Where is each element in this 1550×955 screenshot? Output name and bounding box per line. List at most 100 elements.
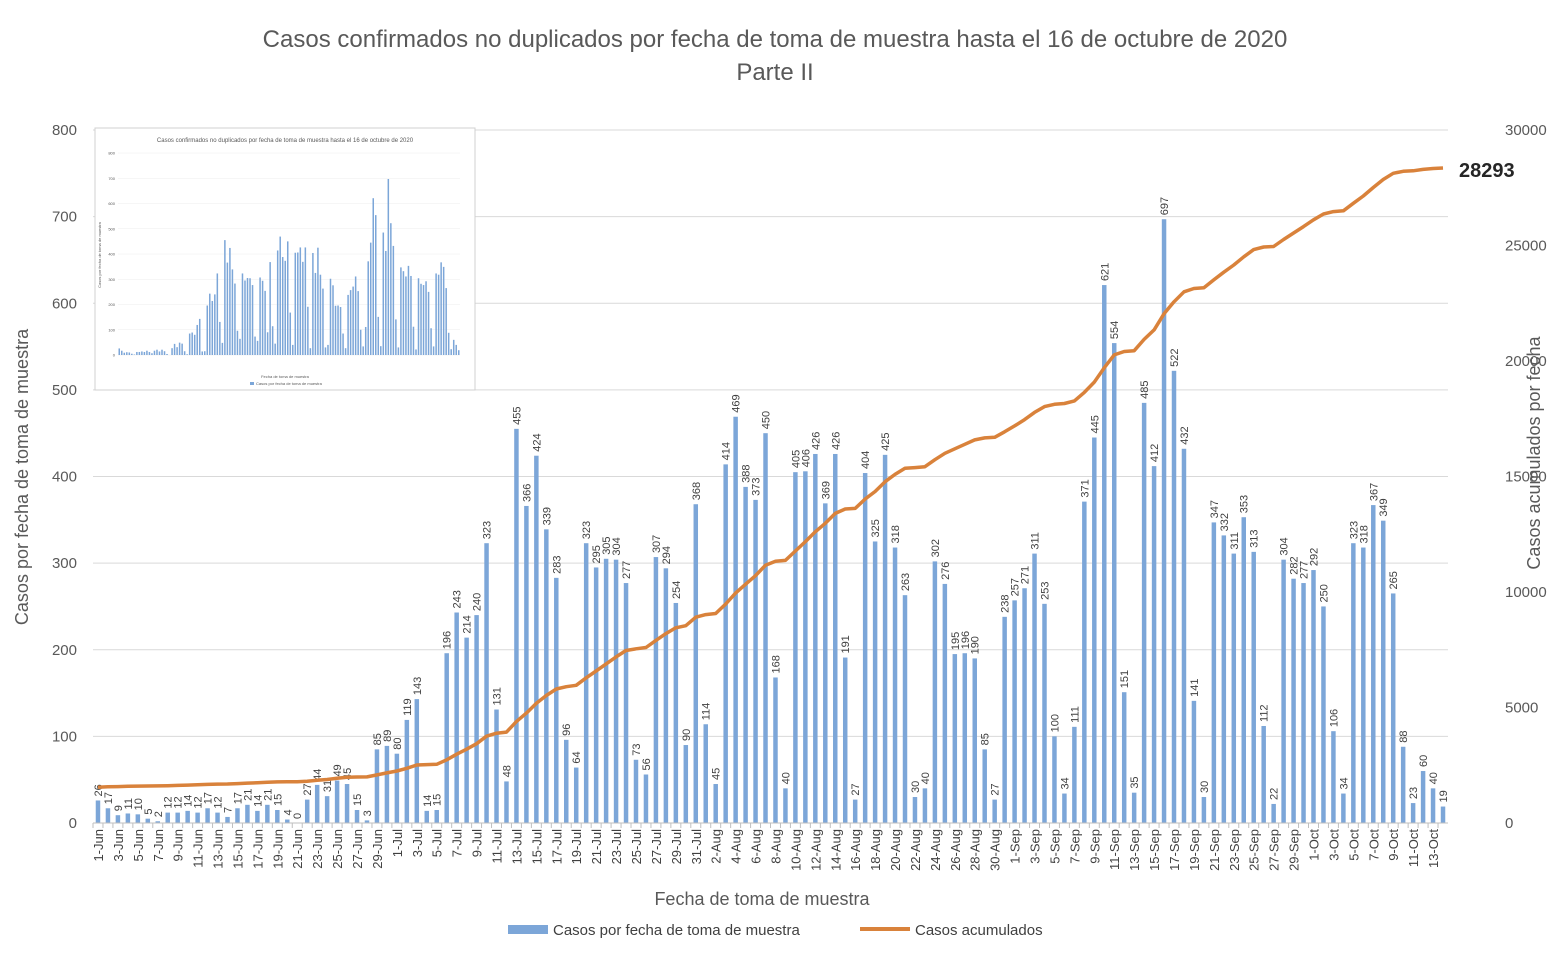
bar xyxy=(1351,543,1356,823)
bar xyxy=(414,699,420,823)
bar-data-label: 168 xyxy=(770,655,782,673)
bar xyxy=(1410,803,1416,823)
inset-bar xyxy=(231,269,234,355)
bar xyxy=(1241,517,1246,823)
x-tick-label: 21-Sep xyxy=(1207,829,1222,871)
inset-bar xyxy=(143,351,146,355)
x-tick-label: 11-Jul xyxy=(490,829,505,864)
bar-data-label: 469 xyxy=(731,394,743,412)
y-tick-label: 100 xyxy=(52,728,77,745)
bar-data-label: 14 xyxy=(422,795,434,807)
x-tick-label: 19-Jun xyxy=(270,829,285,869)
bar xyxy=(1311,570,1316,823)
inset-y-tick-label: 100 xyxy=(108,327,115,332)
y2-tick-label: 30000 xyxy=(1505,122,1547,139)
bar xyxy=(374,749,380,823)
inset-bar xyxy=(450,349,452,355)
inset-y-tick-label: 700 xyxy=(108,176,115,181)
bar-data-label: 21 xyxy=(262,789,274,801)
inset-bar xyxy=(221,342,224,355)
bar-data-label: 445 xyxy=(1089,415,1101,433)
inset-bar xyxy=(246,277,249,355)
y2-tick-label: 0 xyxy=(1505,815,1513,832)
bar-data-label: 34 xyxy=(1338,777,1350,789)
inset-bar xyxy=(166,353,168,355)
inset-bar xyxy=(332,285,334,355)
bar-data-label: 522 xyxy=(1169,348,1181,366)
bar xyxy=(813,453,818,823)
bar-data-label: 30 xyxy=(910,781,922,793)
bar xyxy=(872,541,878,823)
bar xyxy=(404,719,410,823)
x-tick-label: 7-Jul xyxy=(450,829,465,857)
bar xyxy=(1072,726,1077,823)
inset-bar xyxy=(304,247,307,355)
bar xyxy=(1400,746,1406,823)
bar xyxy=(245,804,250,823)
inset-bar xyxy=(201,351,203,355)
inset-y-tick-label: 200 xyxy=(108,302,115,307)
bar-data-label: 85 xyxy=(980,733,992,745)
bar xyxy=(1261,725,1266,823)
bar-data-label: 196 xyxy=(960,631,972,649)
x-tick-label: 11-Jun xyxy=(191,829,206,868)
bar xyxy=(673,602,679,823)
x-tick-label: 2-Aug xyxy=(709,829,724,864)
inset-bar xyxy=(128,352,131,355)
inset-bar xyxy=(407,265,410,355)
bar xyxy=(424,810,430,823)
bar xyxy=(603,558,609,823)
bar-data-label: 318 xyxy=(890,525,902,543)
bar-data-label: 35 xyxy=(1129,776,1141,788)
bar-data-label: 64 xyxy=(571,751,583,763)
bar-data-label: 243 xyxy=(452,590,464,608)
bar xyxy=(1321,606,1326,823)
inset-bar xyxy=(452,339,455,355)
bar-data-label: 0 xyxy=(292,813,304,819)
inset-bar xyxy=(402,271,405,355)
inset-bar xyxy=(269,262,271,355)
bar-data-label: 12 xyxy=(173,796,185,808)
inset-xlabel: Fecha de toma de muestra xyxy=(261,374,310,379)
inset-bar xyxy=(148,351,151,355)
bar xyxy=(514,428,519,823)
bar-data-label: 12 xyxy=(163,796,175,808)
inset-bar xyxy=(141,351,143,355)
bar xyxy=(842,657,848,823)
y-tick-label: 200 xyxy=(52,642,77,659)
bar-data-label: 11 xyxy=(123,798,135,809)
bar xyxy=(554,577,559,823)
inset-bar xyxy=(264,290,266,355)
inset-y-tick-label: 400 xyxy=(108,252,115,257)
x-axis-label: Fecha de toma de muestra xyxy=(654,889,870,909)
bar-data-label: 88 xyxy=(1398,731,1410,743)
bar xyxy=(1102,285,1107,824)
x-tick-label: 25-Jul xyxy=(629,829,644,865)
inset-bar xyxy=(136,351,138,355)
bar xyxy=(1092,437,1097,823)
bar xyxy=(992,799,997,823)
bar xyxy=(833,453,838,823)
inset-bar xyxy=(226,262,229,355)
bar-data-label: 277 xyxy=(621,561,633,579)
inset-bar xyxy=(186,354,188,355)
x-tick-label: 15-Jun xyxy=(230,829,245,869)
x-tick-label: 17-Sep xyxy=(1167,829,1182,871)
bar xyxy=(304,799,310,823)
inset-bar xyxy=(410,275,412,355)
y2-tick-label: 10000 xyxy=(1505,584,1547,601)
inset-bar xyxy=(219,321,221,355)
inset-bar xyxy=(131,353,133,355)
inset-bar xyxy=(329,278,332,355)
final-cumulative-label: 28293 xyxy=(1459,160,1515,182)
bar-data-label: 371 xyxy=(1079,479,1091,497)
bar xyxy=(484,543,489,823)
bar-data-label: 426 xyxy=(830,432,842,450)
bar-data-label: 22 xyxy=(1269,788,1281,800)
inset-bar xyxy=(256,340,259,355)
inset-bar xyxy=(319,274,322,355)
bar xyxy=(783,788,788,823)
inset-bar xyxy=(392,245,395,355)
bar-data-label: 17 xyxy=(203,792,215,804)
